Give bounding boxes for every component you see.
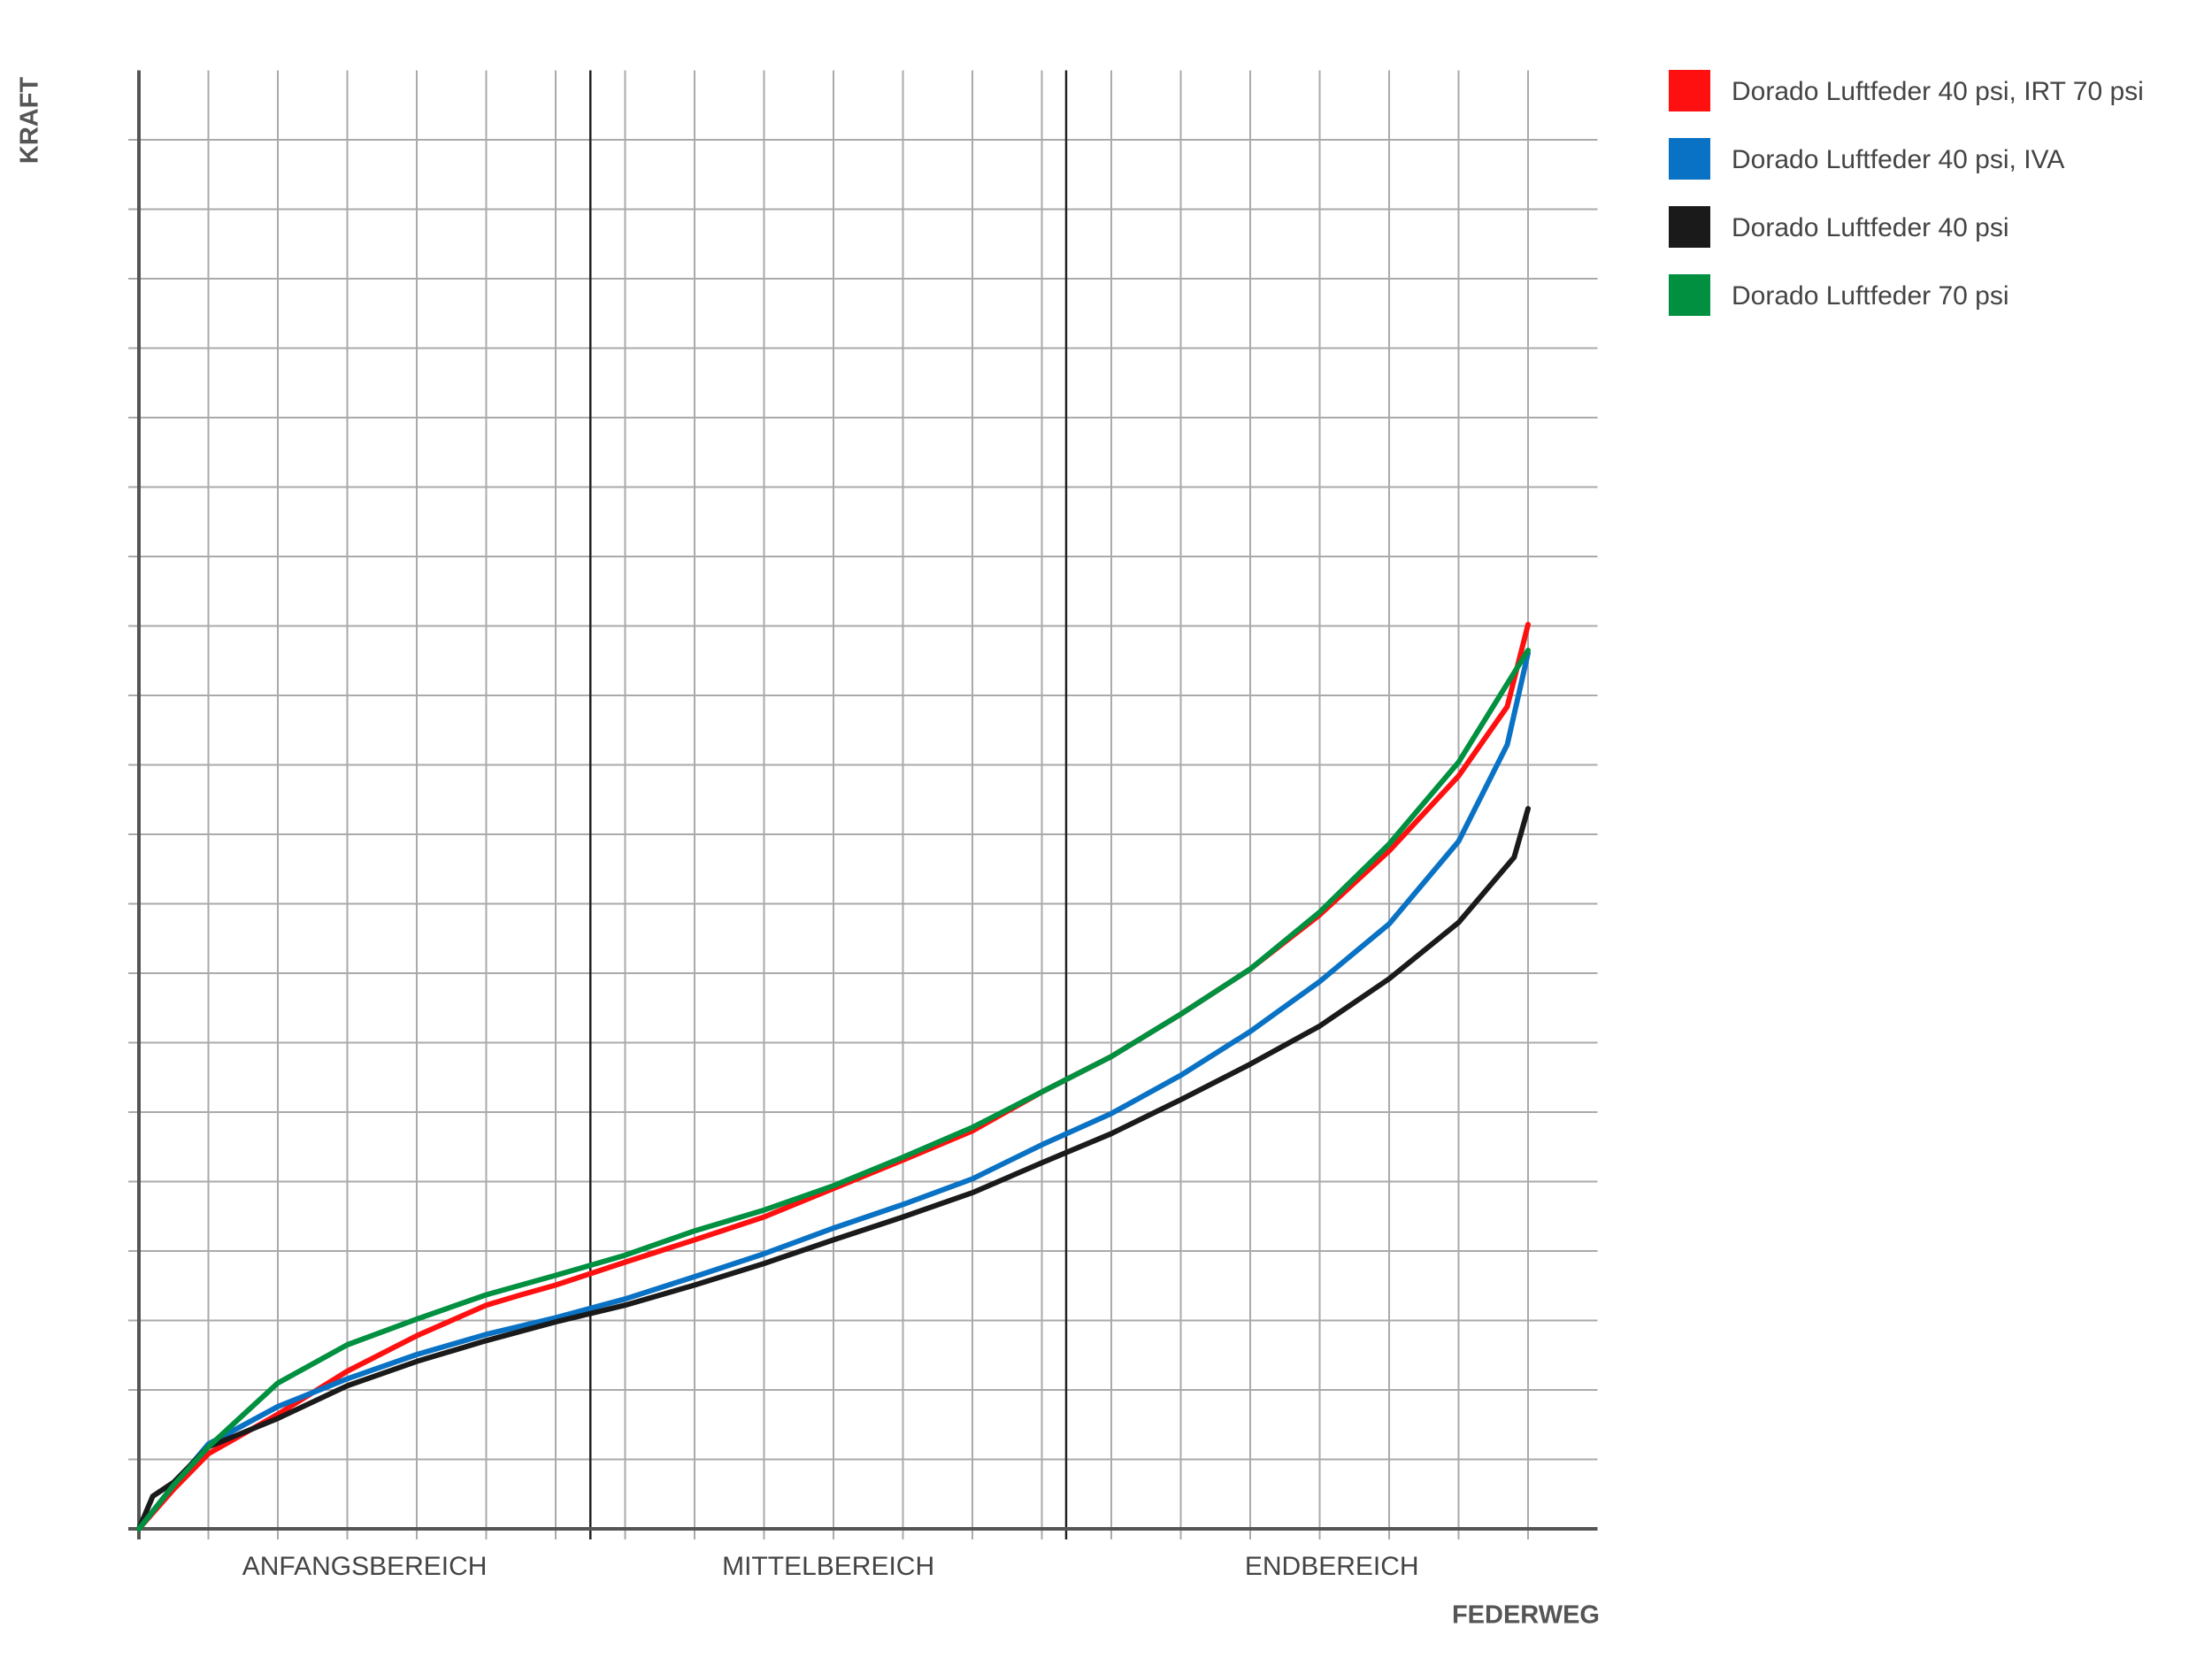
legend-label: Dorado Luftfeder 40 psi, IVA xyxy=(1732,145,2064,174)
legend-label: Dorado Luftfeder 40 psi xyxy=(1732,213,2009,242)
legend-label: Dorado Luftfeder 40 psi, IRT 70 psi xyxy=(1732,77,2144,106)
legend-swatch xyxy=(1669,70,1710,111)
section-label: ENDBEREICH xyxy=(1245,1552,1419,1581)
section-label: ANFANGSBEREICH xyxy=(242,1552,488,1581)
y-axis-label: KRAFT xyxy=(16,77,44,165)
section-label: MITTELBEREICH xyxy=(722,1552,934,1581)
data-line xyxy=(136,806,1531,1531)
legend-label: Dorado Luftfeder 70 psi xyxy=(1732,281,2009,311)
legend-swatch xyxy=(1669,138,1710,180)
legend-swatch xyxy=(1669,274,1710,316)
data-line xyxy=(136,648,1531,1531)
data-line xyxy=(136,650,1531,1531)
legend-swatch xyxy=(1669,206,1710,248)
x-axis-label: FEDERWEG xyxy=(1452,1601,1600,1630)
